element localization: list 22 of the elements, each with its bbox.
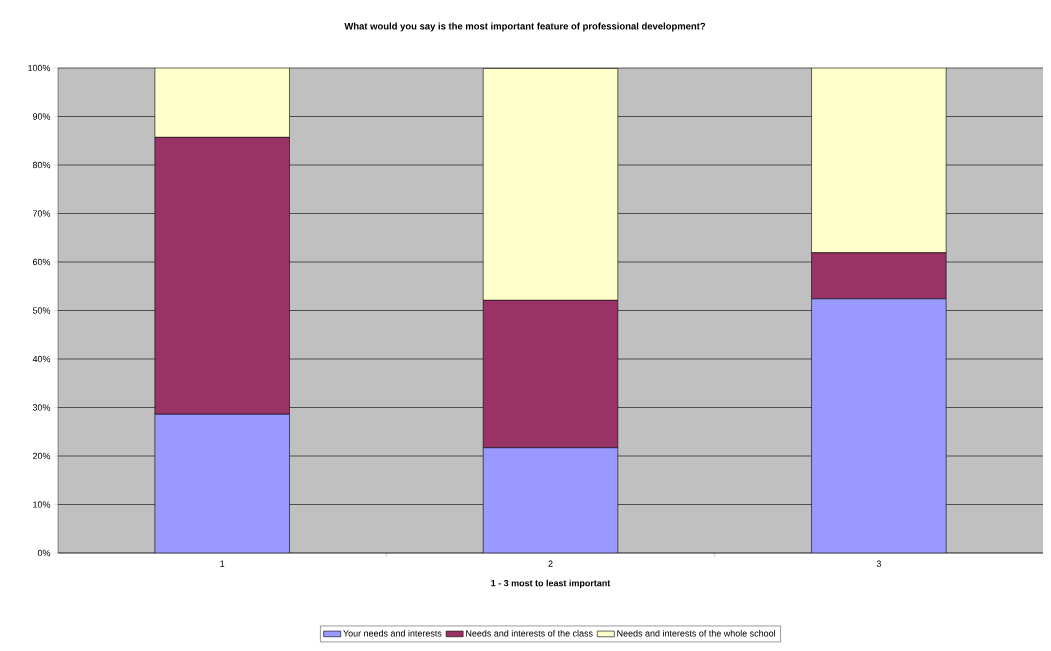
y-tick-label: 70% xyxy=(32,210,51,217)
bar xyxy=(811,298,947,553)
y-tick-label: 100% xyxy=(28,64,51,72)
y-tick-label: 60% xyxy=(32,258,51,266)
y-tick-label: 20% xyxy=(32,452,51,460)
x-tick-label: 2 xyxy=(548,560,553,567)
y-tick-label: 80% xyxy=(32,161,51,169)
x-tick-label: 1 xyxy=(220,560,225,567)
legend-label: Needs and interests of the whole school xyxy=(617,629,775,637)
y-tick-label: 90% xyxy=(32,113,51,120)
bar xyxy=(482,447,619,553)
legend-label: Needs and interests of the class xyxy=(466,629,593,637)
legend-label: Your needs and interests xyxy=(343,629,442,637)
y-tick-label: 50% xyxy=(32,307,51,314)
y-tick-label: 10% xyxy=(33,501,51,508)
chart-title: What would you say is the most important feature of professional development? xyxy=(344,22,706,32)
y-tick-label: 0% xyxy=(37,549,51,557)
y-tick-label: 40% xyxy=(32,355,51,363)
x-axis-title: 1 - 3 most to least important xyxy=(491,579,611,589)
x-tick-label: 3 xyxy=(876,560,881,567)
bar xyxy=(154,413,290,553)
y-tick-label: 30% xyxy=(32,404,51,411)
